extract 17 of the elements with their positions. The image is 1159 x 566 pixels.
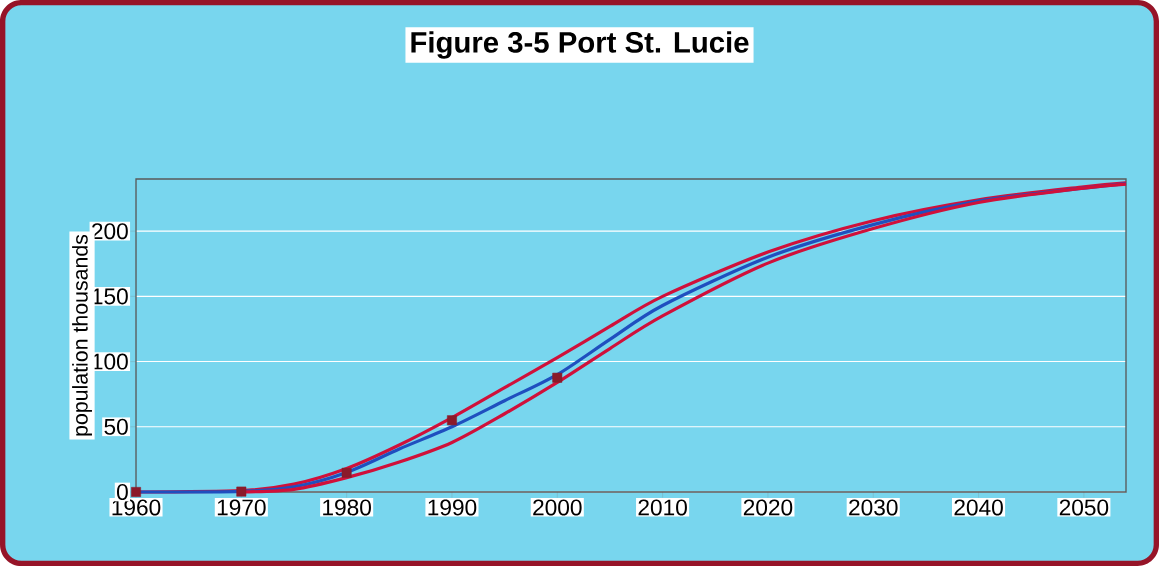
x-tick-label: 2020 (743, 499, 793, 516)
y-tick-label: 50 (104, 418, 128, 435)
x-tick-label: 2050 (1059, 499, 1109, 516)
y-tick-label: 0 (117, 483, 128, 501)
x-tick-label: 1970 (217, 499, 266, 516)
x-tick-label: 1990 (428, 499, 477, 516)
chart-title: Figure 3-5 Port St. Lucie (411, 31, 749, 59)
y-axis-title: population thousands (72, 234, 92, 436)
y-tick-label: 150 (92, 288, 128, 305)
x-tick-label: 2000 (533, 499, 582, 516)
x-tick-label: 2040 (954, 499, 1003, 516)
x-tick-label: 2030 (849, 499, 898, 516)
y-tick-label: 100 (92, 353, 128, 370)
x-tick-label: 2010 (638, 499, 687, 516)
x-tick-label: 1980 (323, 499, 371, 516)
y-tick-label: 200 (92, 223, 128, 240)
x-tick-label: 1960 (112, 499, 161, 516)
